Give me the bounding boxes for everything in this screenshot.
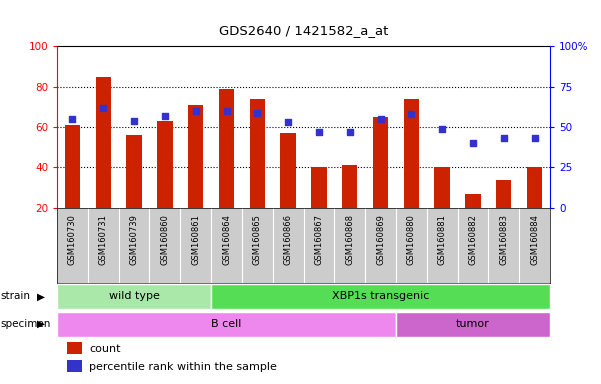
- Point: [99, 105, 108, 111]
- Text: strain: strain: [1, 291, 31, 301]
- Point: [283, 119, 293, 125]
- Bar: [249, 99, 265, 208]
- Text: GSM160860: GSM160860: [160, 214, 169, 265]
- Bar: [404, 99, 419, 208]
- Point: [314, 129, 324, 135]
- Point: [499, 135, 508, 141]
- Point: [406, 111, 416, 117]
- Bar: [396, 312, 550, 336]
- Point: [345, 129, 355, 135]
- Text: wild type: wild type: [109, 291, 159, 301]
- Bar: [373, 117, 388, 208]
- Bar: [219, 89, 234, 208]
- Text: percentile rank within the sample: percentile rank within the sample: [89, 362, 277, 372]
- Text: GSM160882: GSM160882: [468, 214, 477, 265]
- Text: GSM160867: GSM160867: [314, 214, 323, 265]
- Text: GSM160864: GSM160864: [222, 214, 231, 265]
- Point: [160, 113, 169, 119]
- Text: GSM160730: GSM160730: [68, 214, 77, 265]
- Text: GSM160861: GSM160861: [191, 214, 200, 265]
- Text: GSM160880: GSM160880: [407, 214, 416, 265]
- Point: [129, 118, 139, 124]
- Text: ▶: ▶: [37, 291, 45, 301]
- Text: specimen: specimen: [1, 319, 51, 329]
- Text: GSM160739: GSM160739: [130, 214, 139, 265]
- Bar: [496, 180, 511, 208]
- Bar: [211, 284, 550, 309]
- Text: B cell: B cell: [212, 319, 242, 329]
- Bar: [65, 125, 80, 208]
- Bar: [465, 194, 481, 208]
- Text: ▶: ▶: [37, 319, 45, 329]
- Text: GSM160884: GSM160884: [530, 214, 539, 265]
- Bar: [67, 360, 82, 372]
- Point: [222, 108, 231, 114]
- Point: [252, 109, 262, 116]
- Bar: [311, 167, 326, 208]
- Bar: [157, 121, 172, 208]
- Bar: [126, 135, 142, 208]
- Text: GSM160866: GSM160866: [284, 214, 293, 265]
- Bar: [67, 342, 82, 354]
- Text: GSM160881: GSM160881: [438, 214, 447, 265]
- Point: [438, 126, 447, 132]
- Bar: [57, 312, 396, 336]
- Bar: [527, 167, 542, 208]
- Text: XBP1s transgenic: XBP1s transgenic: [332, 291, 429, 301]
- Bar: [96, 77, 111, 208]
- Bar: [435, 167, 450, 208]
- Point: [191, 108, 201, 114]
- Point: [68, 116, 78, 122]
- Bar: [188, 105, 203, 208]
- Point: [529, 135, 539, 141]
- Text: GSM160868: GSM160868: [345, 214, 354, 265]
- Text: tumor: tumor: [456, 319, 490, 329]
- Text: count: count: [89, 344, 121, 354]
- Text: GSM160869: GSM160869: [376, 214, 385, 265]
- Bar: [342, 166, 358, 208]
- Bar: [281, 133, 296, 208]
- Point: [376, 116, 385, 122]
- Text: GSM160865: GSM160865: [253, 214, 262, 265]
- Text: GSM160883: GSM160883: [499, 214, 508, 265]
- Text: GDS2640 / 1421582_a_at: GDS2640 / 1421582_a_at: [219, 24, 388, 37]
- Point: [468, 140, 478, 146]
- Bar: [57, 284, 211, 309]
- Text: GSM160731: GSM160731: [99, 214, 108, 265]
